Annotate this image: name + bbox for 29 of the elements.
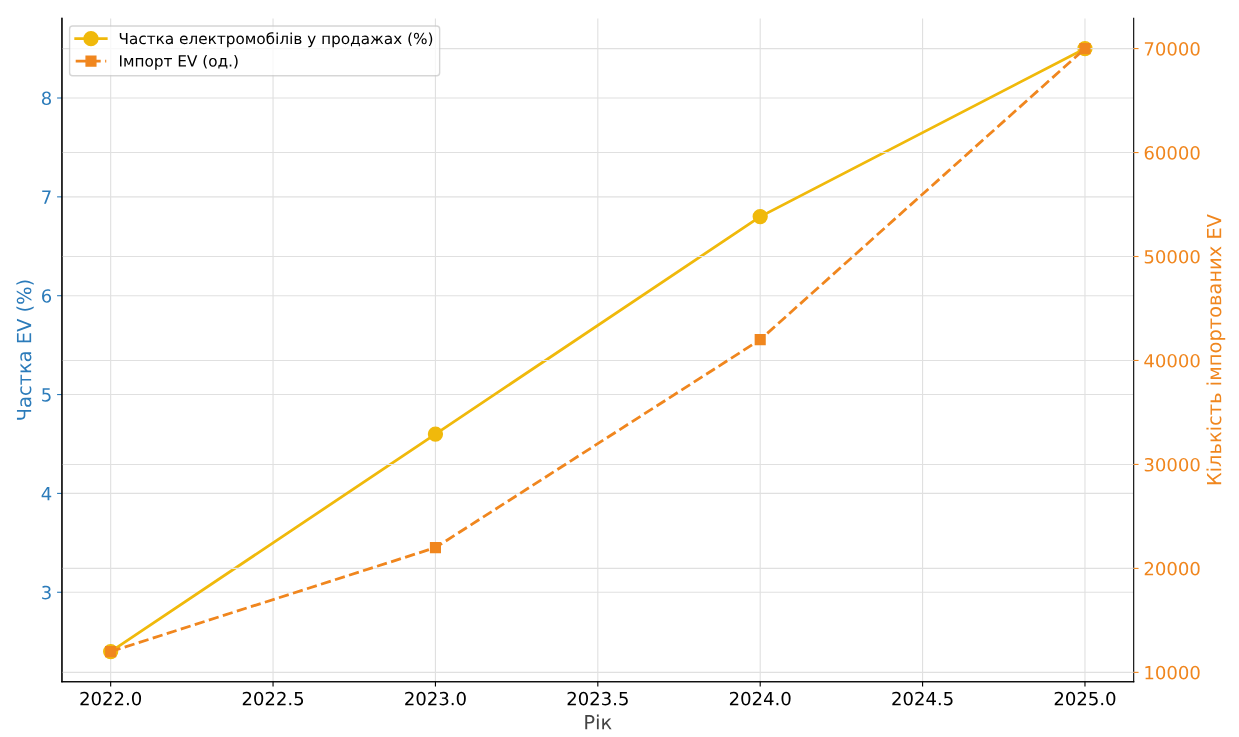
x-tick-label: 2024.5 xyxy=(892,691,953,706)
y2-tick-label: 10000 xyxy=(1145,665,1200,680)
y-axis-title: Частка EV (%) xyxy=(16,280,34,420)
point xyxy=(427,426,444,442)
legend-label: Імпорт EV (од.) xyxy=(119,54,238,70)
point xyxy=(754,334,766,346)
y-tick-label: 8 xyxy=(41,91,51,106)
y2-tick-label: 20000 xyxy=(1144,561,1200,576)
x-tick-label: 2024.0 xyxy=(729,691,791,706)
y-tick-label: 7 xyxy=(42,190,51,204)
y-tick-label: 6 xyxy=(42,289,52,303)
x-axis-title: Рік xyxy=(585,714,612,730)
y2-axis-title: Кількість імпортованих EV xyxy=(1206,214,1226,485)
y-tick-label: 5 xyxy=(42,388,51,402)
x-tick-label: 2023.0 xyxy=(405,691,466,706)
point xyxy=(752,208,768,225)
y2-tick-label: 50000 xyxy=(1144,249,1200,264)
y-tick-label: 3 xyxy=(42,585,51,600)
x-tick-label: 2022.5 xyxy=(242,691,304,706)
point xyxy=(429,542,441,554)
y2-tick-label: 60000 xyxy=(1144,146,1200,160)
y-tick-label: 4 xyxy=(41,487,52,501)
y2-tick-label: 30000 xyxy=(1144,457,1200,472)
x-tick-label: 2023.5 xyxy=(567,691,628,706)
x-tick-label: 2025.0 xyxy=(1054,691,1116,706)
legend-label: Частка електромобілів у продажах (%) xyxy=(119,32,433,48)
y2-tick-label: 40000 xyxy=(1144,353,1200,368)
y2-tick-label: 70000 xyxy=(1144,42,1200,56)
x-tick-label: 2022.0 xyxy=(80,691,142,706)
